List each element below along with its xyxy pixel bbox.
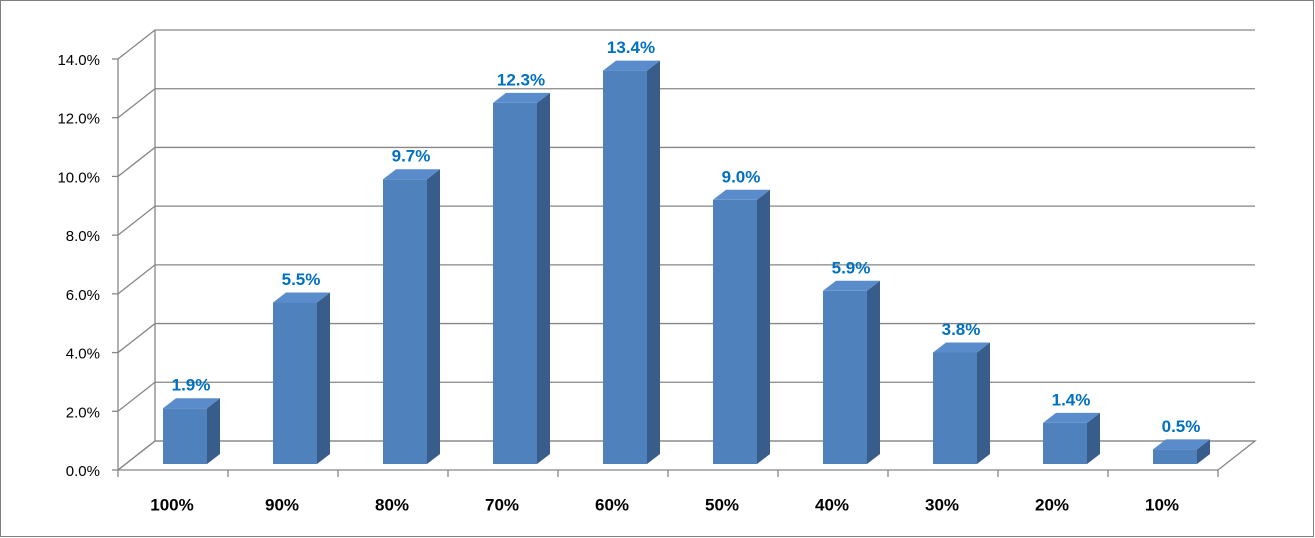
bar-top xyxy=(713,189,770,200)
grid-line xyxy=(117,440,1255,471)
value-label: 5.9% xyxy=(832,258,871,277)
y-tick-label: 2.0% xyxy=(66,404,100,421)
value-label: 3.8% xyxy=(942,320,981,339)
grid-line xyxy=(117,88,1255,119)
bar xyxy=(713,199,757,465)
y-tick-label: 10.0% xyxy=(57,169,100,186)
y-tick-label: 14.0% xyxy=(57,52,100,69)
bar-side xyxy=(1087,412,1100,464)
x-tick-label: 20% xyxy=(1035,495,1069,514)
bar-side xyxy=(977,342,990,464)
value-label: 5.5% xyxy=(282,270,321,289)
value-label: 9.0% xyxy=(722,167,761,186)
bar-top xyxy=(933,342,990,353)
y-tick-label: 0.0% xyxy=(66,463,100,480)
bar-side xyxy=(207,398,220,464)
grid-line xyxy=(117,322,1255,354)
y-tick-label: 4.0% xyxy=(66,346,100,363)
value-label: 1.9% xyxy=(172,376,211,395)
x-tick-label: 10% xyxy=(1145,495,1179,514)
x-tick-label: 100% xyxy=(150,495,193,514)
x-tick-label: 50% xyxy=(705,495,739,514)
bar xyxy=(1153,449,1197,464)
bar xyxy=(383,179,427,464)
value-label: 13.4% xyxy=(607,38,655,57)
bar-side xyxy=(427,169,440,464)
x-tick-label: 30% xyxy=(925,495,959,514)
bar-side xyxy=(757,189,770,465)
bar-top xyxy=(603,60,660,71)
bar-top xyxy=(1043,412,1100,423)
bar-top xyxy=(273,292,330,303)
bar-side xyxy=(537,92,550,465)
bar-side xyxy=(1197,439,1210,464)
value-label: 1.4% xyxy=(1052,390,1091,409)
grid-line xyxy=(117,146,1255,177)
bar-top xyxy=(383,169,440,180)
y-tick-label: 6.0% xyxy=(66,287,100,304)
x-tick-label: 60% xyxy=(595,495,629,514)
grid-line xyxy=(117,205,1255,236)
bar-side xyxy=(867,280,880,464)
bar-top xyxy=(493,92,550,103)
value-label: 0.5% xyxy=(1162,417,1201,436)
bar xyxy=(823,290,867,464)
grid-line xyxy=(117,29,1255,60)
bar-top xyxy=(823,280,880,291)
bar xyxy=(493,102,537,465)
grid-line xyxy=(117,381,1255,412)
bar-top xyxy=(163,398,220,409)
x-tick-label: 40% xyxy=(815,495,849,514)
bar-top xyxy=(1153,439,1210,450)
bar xyxy=(933,352,977,464)
y-tick-label: 8.0% xyxy=(66,228,100,245)
x-tick-label: 70% xyxy=(485,495,519,514)
bar xyxy=(273,302,317,464)
value-label: 9.7% xyxy=(392,147,431,166)
bar-side xyxy=(647,60,660,464)
bar xyxy=(163,408,207,464)
bar-side xyxy=(317,292,330,464)
value-label: 12.3% xyxy=(497,70,545,89)
y-tick-label: 12.0% xyxy=(57,111,100,128)
x-tick-label: 90% xyxy=(265,495,299,514)
bar xyxy=(603,70,647,464)
grid-line xyxy=(117,264,1255,295)
bar xyxy=(1043,422,1087,464)
x-tick-label: 80% xyxy=(375,495,409,514)
